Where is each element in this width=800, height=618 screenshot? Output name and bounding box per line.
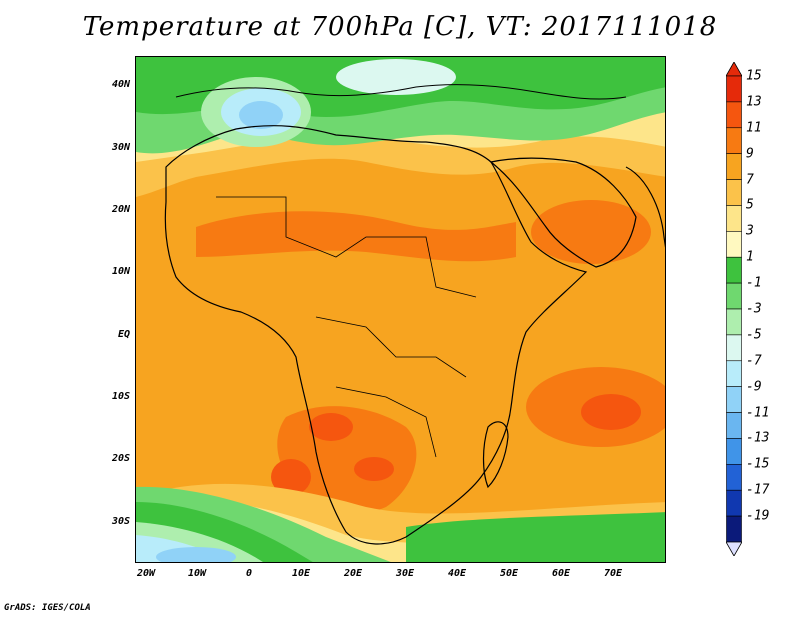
colorbar-box (726, 231, 742, 258)
lat-label-10s: 10S (111, 391, 130, 402)
map-field (136, 57, 665, 562)
colorbar-label: 9 (746, 146, 754, 162)
colorbar-label: -15 (746, 456, 770, 472)
colorbar-label: 1 (746, 249, 754, 265)
colorbar-box (726, 75, 742, 103)
colorbar-label: 3 (746, 223, 754, 239)
border-lines-north (216, 196, 477, 298)
colorbar-box (726, 515, 742, 543)
lat-label-20s: 20S (111, 453, 130, 464)
colorbar-label: -17 (746, 482, 770, 498)
lon-label-30e: 30E (395, 568, 415, 579)
lat-label-10n: 10N (111, 266, 130, 277)
lon-label-10w: 10W (187, 568, 207, 579)
madagascar-coastline (482, 421, 509, 489)
lat-label-40n: 40N (111, 79, 130, 90)
lat-label-eq: EQ (117, 329, 130, 340)
field-hot-angola (309, 413, 353, 441)
colorbar-label: 11 (746, 120, 762, 136)
field-hot-botswana (354, 457, 394, 481)
colorbar (726, 62, 742, 556)
lon-label-20e: 20E (343, 568, 363, 579)
colorbar-box (726, 308, 742, 336)
field-warm-sahel (196, 211, 516, 262)
colorbar-box (726, 179, 742, 206)
grads-credit: GrADS: IGES/COLA (4, 603, 91, 613)
colorbar-box (726, 489, 742, 517)
field-hot-indian (581, 394, 641, 430)
colorbar-label: -11 (746, 405, 770, 421)
temperature-map (135, 56, 666, 563)
field-cold-center (239, 101, 283, 129)
colorbar-box (726, 386, 742, 413)
colorbar-label: -7 (746, 353, 762, 369)
colorbar-bottom-arrow (726, 541, 742, 556)
colorbar-label: 15 (746, 68, 762, 84)
colorbar-box (726, 412, 742, 439)
colorbar-box (726, 464, 742, 491)
lat-label-30n: 30N (111, 142, 130, 153)
colorbar-box (726, 101, 742, 129)
colorbar-box (726, 205, 742, 232)
lon-label-0: 0 (245, 568, 253, 579)
colorbar-label: -9 (746, 379, 762, 395)
colorbar-label: -13 (746, 430, 770, 446)
colorbar-label: -3 (746, 301, 762, 317)
colorbar-box (726, 153, 742, 180)
colorbar-label: -5 (746, 327, 762, 343)
field-cold-east (336, 59, 456, 95)
field-green-southeast (406, 512, 665, 562)
lon-label-60e: 60E (551, 568, 571, 579)
chart-title: Temperature at 700hPa [C], VT: 201711101… (82, 12, 718, 42)
colorbar-label: 7 (746, 172, 754, 188)
colorbar-top-arrow (726, 62, 742, 77)
colorbar-box (726, 360, 742, 387)
africa-coastline (164, 125, 588, 545)
india-coastline (625, 166, 665, 248)
border-lines-south (315, 316, 467, 458)
colorbar-box (726, 127, 742, 154)
lon-label-20w: 20W (136, 568, 156, 579)
colorbar-box (726, 438, 742, 465)
lon-label-70e: 70E (603, 568, 623, 579)
field-hot-namibia (271, 459, 311, 495)
lon-label-50e: 50E (499, 568, 519, 579)
colorbar-box (726, 282, 742, 310)
colorbar-label: -1 (746, 275, 762, 291)
lon-label-10e: 10E (291, 568, 311, 579)
colorbar-box (726, 334, 742, 362)
europe-coastline (175, 84, 627, 100)
arabia-coastline (489, 157, 637, 268)
colorbar-label: 13 (746, 94, 762, 110)
lon-label-40e: 40E (447, 568, 467, 579)
colorbar-label: -19 (746, 508, 770, 524)
colorbar-label: 5 (746, 197, 754, 213)
colorbar-box (726, 256, 742, 284)
lat-label-30s: 30S (111, 516, 130, 527)
lat-label-20n: 20N (111, 204, 130, 215)
field-cold-southwest-core (156, 547, 236, 562)
field-warm-arabia (531, 200, 651, 264)
